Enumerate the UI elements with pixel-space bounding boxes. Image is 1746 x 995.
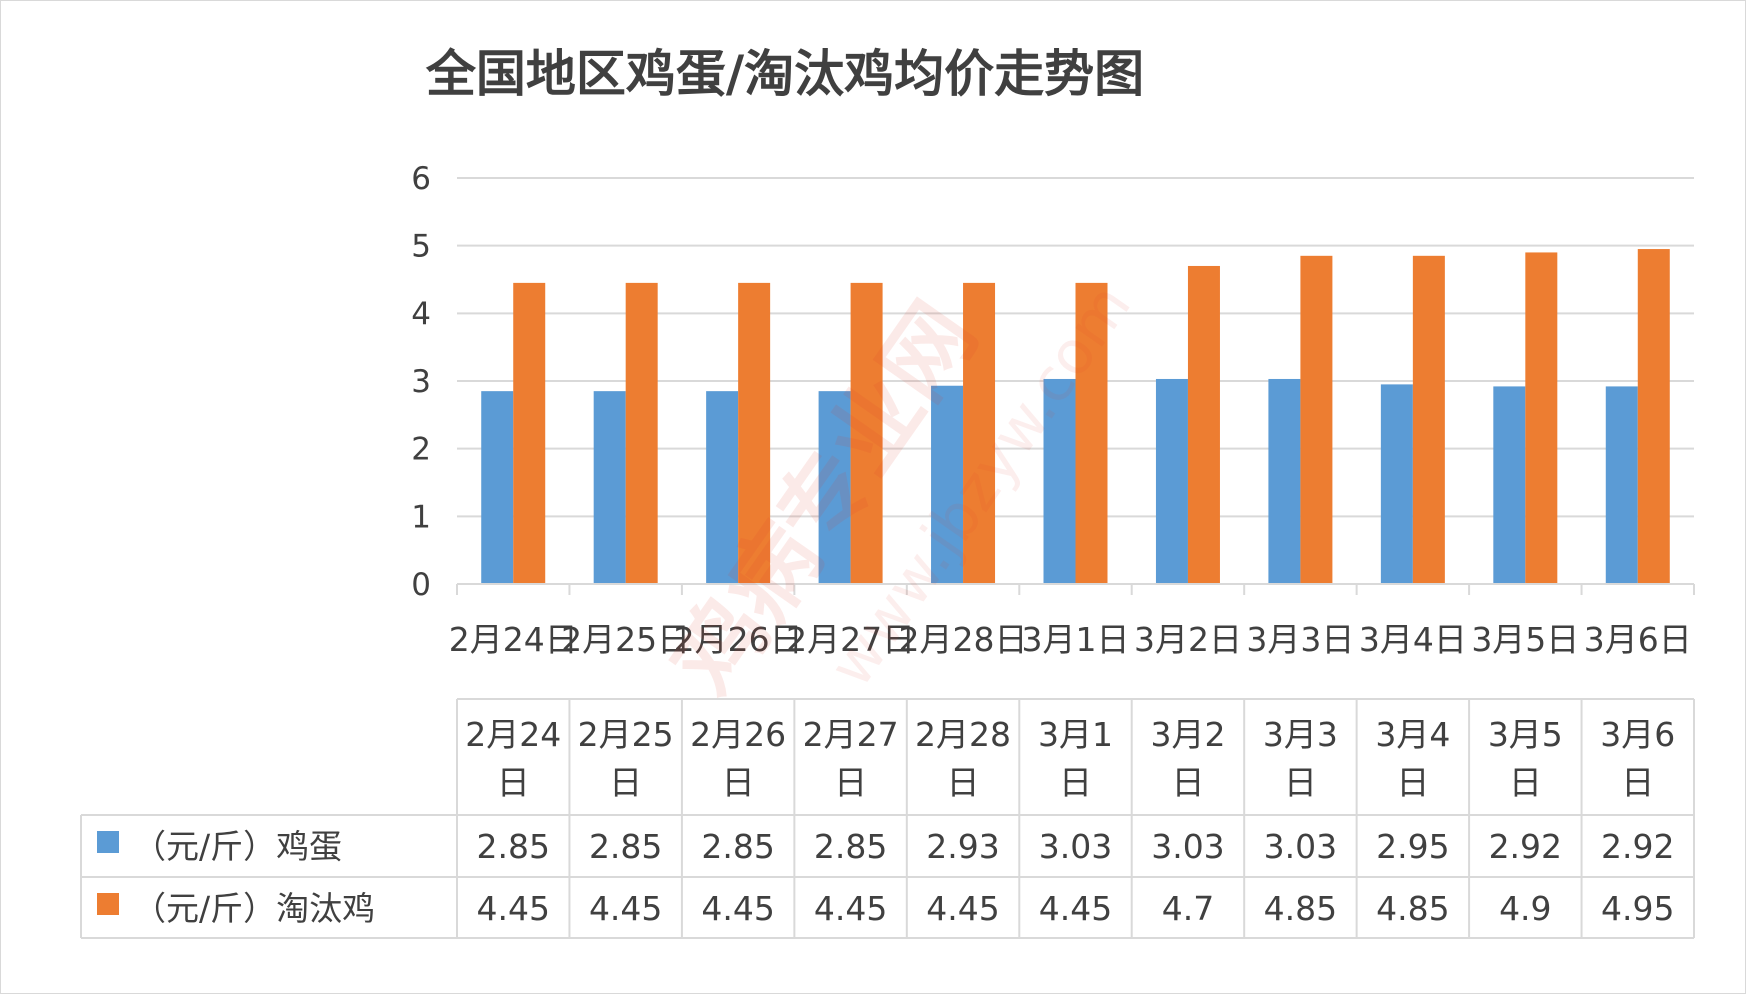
table-cell: 2.92 <box>1601 827 1674 866</box>
y-tick-label: 0 <box>411 567 431 603</box>
bar-hen <box>1525 252 1558 584</box>
table-header-line2: 日 <box>1059 763 1092 802</box>
table-cell: 2.85 <box>476 827 549 866</box>
x-tick-label: 3月4日 <box>1359 620 1467 659</box>
table-header-line2: 日 <box>947 763 980 802</box>
x-tick-label: 2月24日 <box>449 620 578 659</box>
table-header-line1: 2月27 <box>803 715 899 754</box>
bar-egg <box>1268 378 1301 584</box>
x-tick-label: 3月6日 <box>1584 620 1692 659</box>
table-header-line2: 日 <box>497 763 530 802</box>
table-cell: 4.45 <box>814 889 887 928</box>
bar-hen <box>1412 255 1445 585</box>
bar-egg <box>1493 386 1526 584</box>
y-tick-label: 3 <box>411 364 431 400</box>
bar-hen <box>1187 265 1220 584</box>
table-cell: 2.85 <box>701 827 774 866</box>
legend-swatch-egg <box>97 831 119 853</box>
table-cell: 3.03 <box>1039 827 1112 866</box>
bar-hen <box>513 282 546 584</box>
table-header-line2: 日 <box>834 763 867 802</box>
x-tick-label: 3月5日 <box>1471 620 1579 659</box>
bar-hen <box>850 282 883 584</box>
bar-egg <box>481 391 514 584</box>
table-cell: 3.03 <box>1151 827 1224 866</box>
table-header-line2: 日 <box>1509 763 1542 802</box>
x-tick-label: 3月3日 <box>1246 620 1354 659</box>
table-cell: 4.45 <box>926 889 999 928</box>
table-header-line2: 日 <box>722 763 755 802</box>
y-tick-label: 5 <box>411 229 431 265</box>
y-tick-label: 6 <box>411 161 431 197</box>
x-tick-label: 2月25日 <box>561 620 690 659</box>
table-header-line1: 3月2 <box>1150 715 1225 754</box>
bar-egg <box>1043 378 1076 584</box>
bar-hen <box>1300 255 1333 585</box>
y-axis: 0 1 2 3 4 5 6 <box>411 161 431 603</box>
table-header-line1: 3月1 <box>1038 715 1113 754</box>
table-cell: 4.45 <box>476 889 549 928</box>
table-header-line1: 3月6 <box>1600 715 1675 754</box>
legend-label-hen: （元/斤）淘汰鸡 <box>133 889 375 928</box>
table-cell: 2.85 <box>589 827 662 866</box>
table-header-line1: 2月26 <box>690 715 786 754</box>
x-tick-label: 3月2日 <box>1134 620 1242 659</box>
table-cell: 3.03 <box>1264 827 1337 866</box>
x-tick-label: 3月1日 <box>1022 620 1130 659</box>
table-cell: 4.45 <box>701 889 774 928</box>
table-cell: 4.45 <box>589 889 662 928</box>
chart-title: 全国地区鸡蛋/淘汰鸡均价走势图 <box>425 45 1144 103</box>
y-tick-label: 4 <box>411 296 431 332</box>
bar-egg <box>818 391 851 584</box>
table-cell: 2.95 <box>1376 827 1449 866</box>
table-header-line2: 日 <box>1171 763 1204 802</box>
bar-hen <box>963 282 996 584</box>
table-header-line1: 3月4 <box>1375 715 1450 754</box>
table-cell: 4.95 <box>1601 889 1674 928</box>
bar-egg <box>931 385 964 584</box>
table-header-line1: 2月28 <box>915 715 1011 754</box>
bar-hen <box>1637 249 1670 585</box>
table-cell: 2.93 <box>926 827 999 866</box>
bar-hen <box>1075 282 1108 584</box>
table-header-line2: 日 <box>1284 763 1317 802</box>
table-cell: 4.9 <box>1499 889 1551 928</box>
legend-label-egg: （元/斤）鸡蛋 <box>133 827 342 866</box>
x-tick-label: 2月27日 <box>786 620 915 659</box>
table-header-line2: 日 <box>609 763 642 802</box>
table-cell: 4.45 <box>1039 889 1112 928</box>
bar-hen <box>625 282 658 584</box>
bar-egg <box>1605 386 1638 584</box>
bar-egg <box>706 391 739 584</box>
data-table: 2月24 日 2月25 日 2月26 日 2月27 日 2月28 日 3月1 日 3月2 日 3月3 日 3月4… <box>80 698 1695 939</box>
table-cell: 2.85 <box>814 827 887 866</box>
table-cell: 4.7 <box>1162 889 1214 928</box>
bar-egg <box>1380 384 1413 584</box>
table-header-line2: 日 <box>1621 763 1654 802</box>
table-header-line1: 3月3 <box>1263 715 1338 754</box>
y-tick-label: 1 <box>411 499 431 535</box>
table-cell: 2.92 <box>1489 827 1562 866</box>
table-header-line2: 日 <box>1396 763 1429 802</box>
bar-egg <box>1155 378 1188 584</box>
table-cell: 4.85 <box>1264 889 1337 928</box>
bar-egg <box>593 391 626 584</box>
table-header-line1: 2月24 <box>465 715 561 754</box>
table-header-line1: 3月5 <box>1488 715 1563 754</box>
table-cell: 4.85 <box>1376 889 1449 928</box>
bar-hen <box>738 282 771 584</box>
bars <box>481 249 1670 585</box>
table-header-line1: 2月25 <box>578 715 674 754</box>
x-tick-label: 2月28日 <box>899 620 1028 659</box>
y-tick-label: 2 <box>411 432 431 468</box>
legend-swatch-hen <box>97 893 119 915</box>
x-tick-label: 2月26日 <box>674 620 803 659</box>
